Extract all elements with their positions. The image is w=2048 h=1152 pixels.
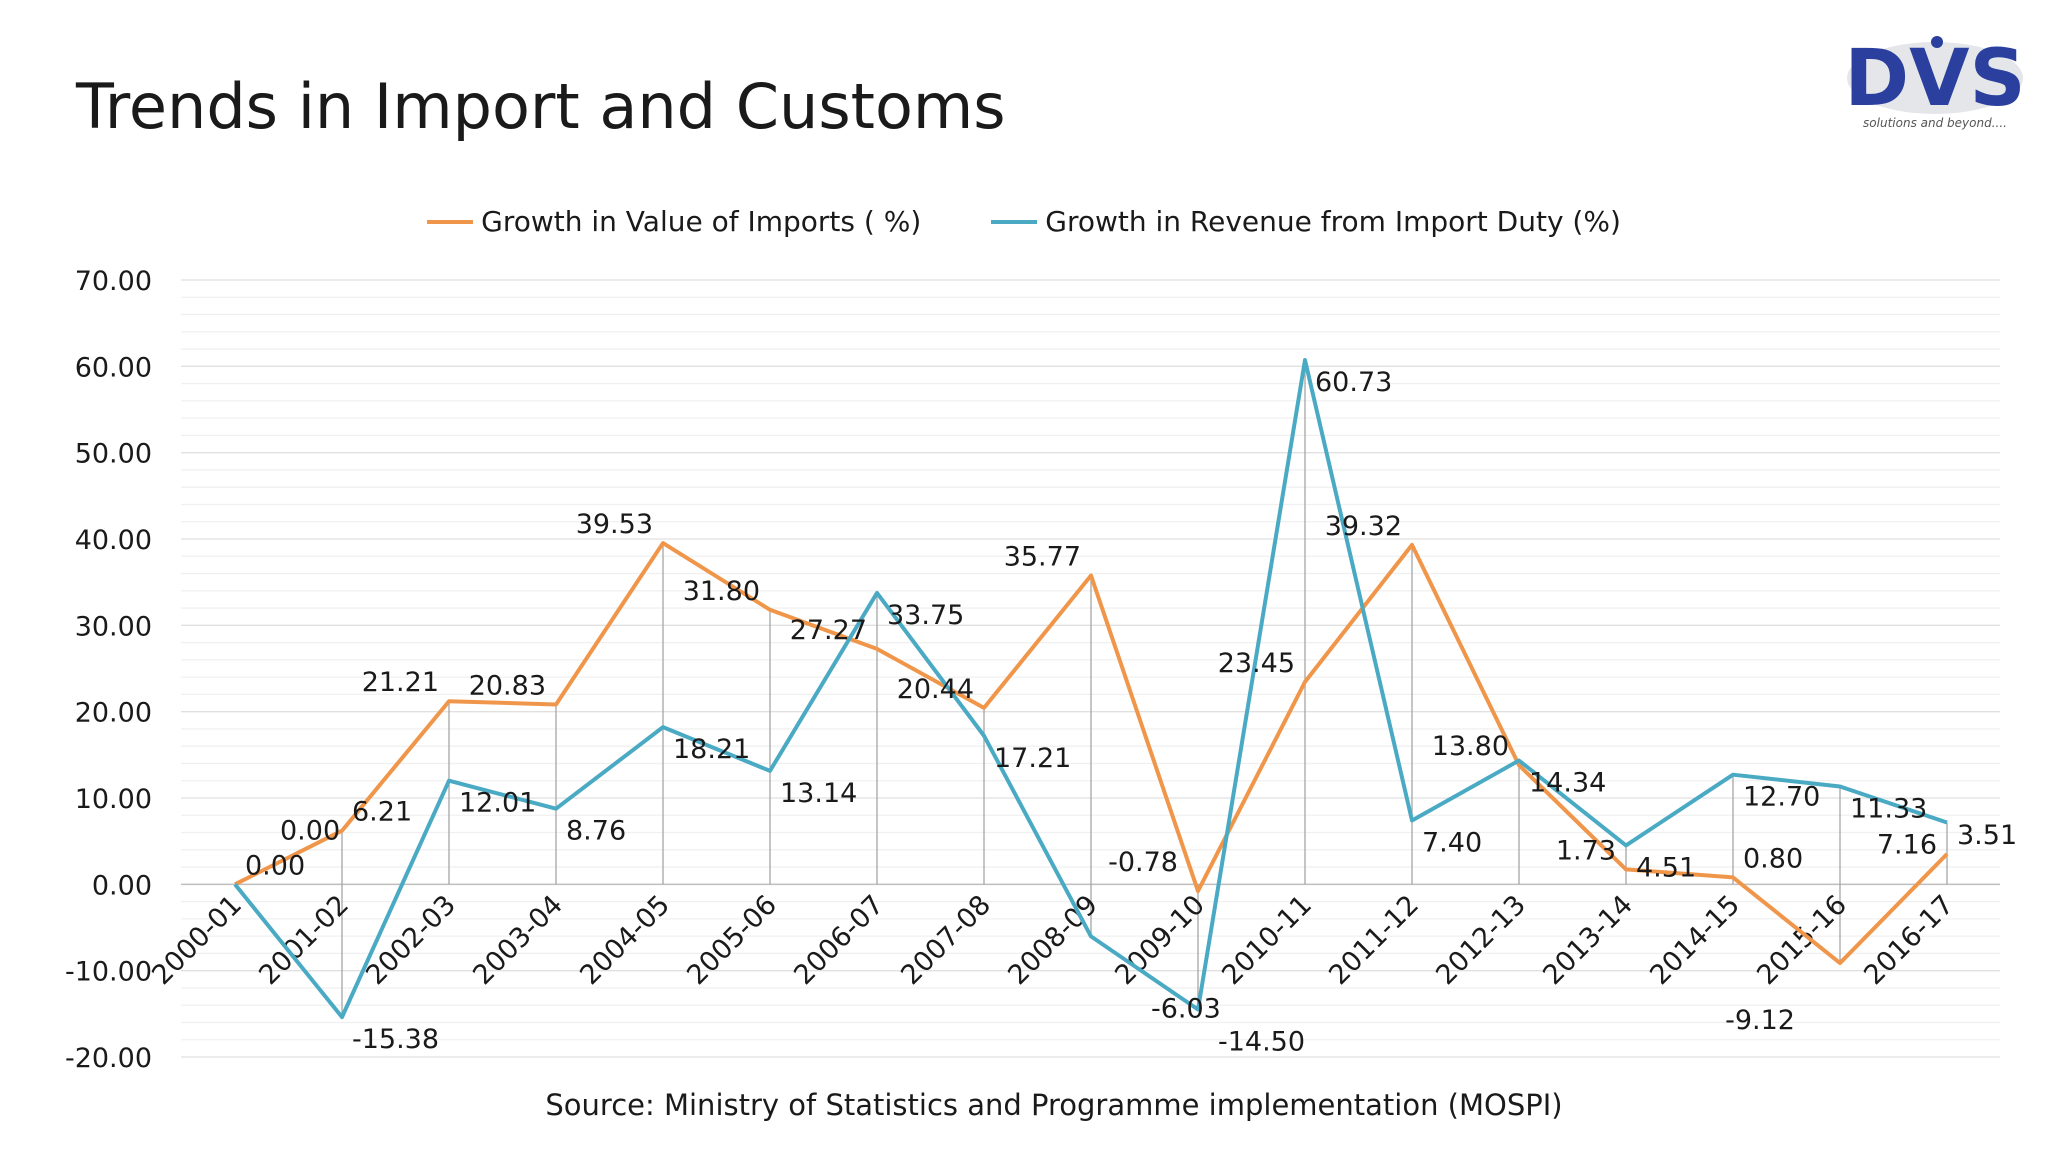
data-label: 8.76 [566,816,626,847]
data-label: 13.80 [1432,731,1509,762]
dvs-logo: DVS solutions and beyond.... [1844,34,2025,130]
legend-label-imports: Growth in Value of Imports ( %) [481,205,922,238]
data-label: 3.51 [1957,820,2017,851]
data-label: 0.00 [280,815,340,846]
x-tick-label: 2003-04 [467,889,569,991]
data-label: 1.73 [1556,835,1616,866]
x-tick-label: 2014-15 [1644,889,1746,991]
x-tick-label: 2011-12 [1323,889,1425,991]
source-note: Source: Ministry of Statistics and Progr… [545,1088,1563,1122]
x-tick-label: 2013-14 [1537,889,1639,991]
data-label: 17.21 [994,743,1071,774]
svg-text:solutions and beyond....: solutions and beyond.... [1863,116,2007,130]
y-tick-label: 50.00 [75,439,152,470]
svg-text:DVS: DVS [1844,34,2025,124]
legend-item-duty: Growth in Revenue from Import Duty (%) [991,205,1621,238]
data-label: 7.40 [1422,827,1482,858]
legend-swatch-duty [991,219,1038,224]
y-tick-label: 30.00 [75,611,152,642]
legend-swatch-imports [427,219,474,224]
data-label: 20.83 [469,671,546,702]
y-tick-label: -20.00 [65,1043,152,1074]
x-tick-label: 2008-09 [1002,889,1104,991]
series-line-imports [234,541,1949,966]
x-tick-label: 2009-10 [1109,889,1211,991]
data-label: 13.14 [780,778,857,809]
data-label: 4.51 [1636,852,1696,883]
y-tick-label: 20.00 [75,698,152,729]
x-tick-label: 2006-07 [788,889,890,991]
data-label: 11.33 [1850,794,1927,825]
data-label: 20.44 [897,674,974,705]
y-tick-label: 60.00 [75,352,152,383]
data-label: -14.50 [1218,1027,1305,1058]
x-tick-label: 2016-17 [1858,889,1960,991]
data-label: 35.77 [1004,542,1081,573]
y-tick-label: 10.00 [75,784,152,815]
x-tick-label: 2007-08 [895,889,997,991]
y-tick-label: 40.00 [75,525,152,556]
x-tick-label: 2004-05 [574,889,676,991]
data-label: 6.21 [352,797,412,828]
data-label: -6.03 [1151,993,1221,1024]
data-label: -9.12 [1725,1005,1795,1036]
x-tick-label: 2001-02 [253,889,355,991]
data-label: 39.53 [576,509,653,540]
x-tick-label: 2010-11 [1216,889,1318,991]
y-tick-label: -10.00 [65,957,152,988]
legend-item-imports: Growth in Value of Imports ( %) [427,205,921,238]
data-label: 27.27 [790,615,867,646]
data-label: -0.78 [1108,847,1178,878]
data-label: 0.00 [245,850,305,881]
page-title: Trends in Import and Customs [76,70,1006,143]
x-tick-label: 2000-01 [146,889,248,991]
chart-legend: Growth in Value of Imports ( %) Growth i… [0,205,2048,238]
data-label: -15.38 [352,1024,439,1055]
data-label: 7.16 [1877,830,1937,861]
legend-label-duty: Growth in Revenue from Import Duty (%) [1045,205,1621,238]
x-tick-label: 2005-06 [681,889,783,991]
data-label: 14.34 [1529,768,1606,799]
data-label: 0.80 [1743,843,1803,874]
data-label: 39.32 [1325,511,1402,542]
data-label: 12.01 [459,788,536,819]
series-line-duty [233,358,1948,1020]
data-label: 23.45 [1218,648,1295,679]
data-label: 60.73 [1315,367,1392,398]
data-label: 31.80 [683,576,760,607]
y-tick-label: 0.00 [92,870,152,901]
data-label: 12.70 [1743,782,1820,813]
data-label: 33.75 [887,600,964,631]
y-tick-label: 70.00 [75,266,152,297]
data-label: 21.21 [362,667,439,698]
data-label: 18.21 [673,734,750,765]
x-tick-label: 2012-13 [1430,889,1532,991]
